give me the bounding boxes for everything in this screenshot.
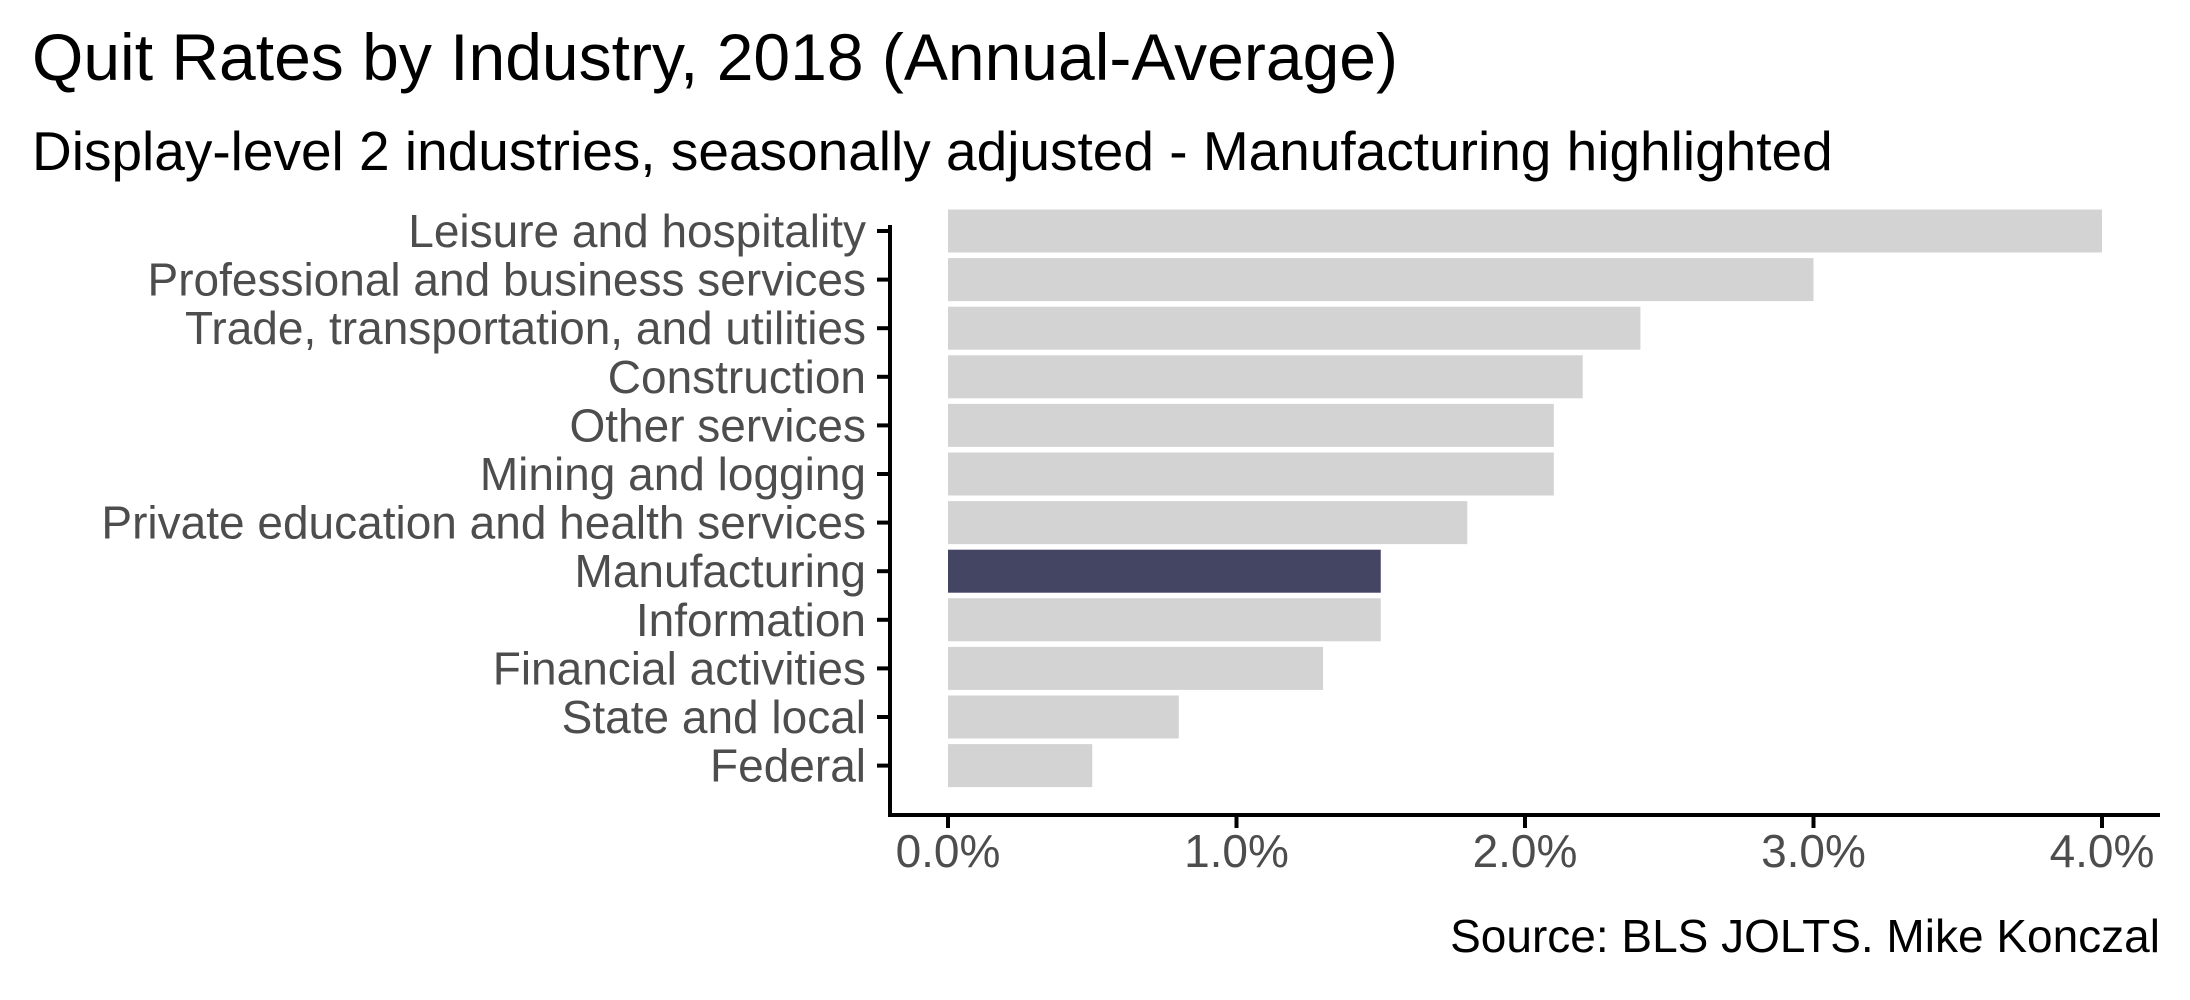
category-label-professional-and-business-services: Professional and business services [148,254,866,306]
x-tick-label: 1.0% [1184,825,1289,877]
bar-construction [948,355,1583,399]
chart-title: Quit Rates by Industry, 2018 (Annual-Ave… [32,20,1398,94]
category-label-private-education-and-health-services: Private education and health services [101,497,866,549]
category-label-financial-activities: Financial activities [493,642,866,694]
bar-mining-and-logging [948,452,1554,496]
category-label-mining-and-logging: Mining and logging [480,448,866,500]
category-label-leisure-and-hospitality: Leisure and hospitality [408,205,866,257]
x-tick-label: 4.0% [2050,825,2155,877]
x-axis: 0.0% 1.0% 2.0% 3.0% 4.0% [888,813,2160,877]
category-label-trade-transportation-and-utilities: Trade, transportation, and utilities [185,302,866,354]
bar-manufacturing [948,549,1381,593]
bar-leisure-and-hospitality [948,209,2102,253]
bar-financial-activities [948,646,1324,690]
category-label-manufacturing: Manufacturing [575,545,867,597]
category-label-construction: Construction [608,351,866,403]
x-tick-label: 3.0% [1761,825,1866,877]
bar-information [948,598,1381,642]
category-label-state-and-local: State and local [562,691,866,743]
bar-professional-and-business-services [948,258,1814,302]
x-tick-label: 0.0% [896,825,1001,877]
category-label-information: Information [636,594,866,646]
bars-group [948,209,2102,788]
x-tick-label: 2.0% [1473,825,1578,877]
bar-other-services [948,403,1554,447]
source-caption: Source: BLS JOLTS. Mike Konczal [1450,910,2160,962]
category-label-federal: Federal [710,740,866,792]
bar-federal [948,744,1093,788]
chart-subtitle: Display-level 2 industries, seasonally a… [32,120,1833,182]
bar-private-education-and-health-services [948,501,1468,545]
category-label-other-services: Other services [569,399,866,451]
bar-trade-transportation-and-utilities [948,306,1641,350]
bar-state-and-local [948,695,1179,739]
